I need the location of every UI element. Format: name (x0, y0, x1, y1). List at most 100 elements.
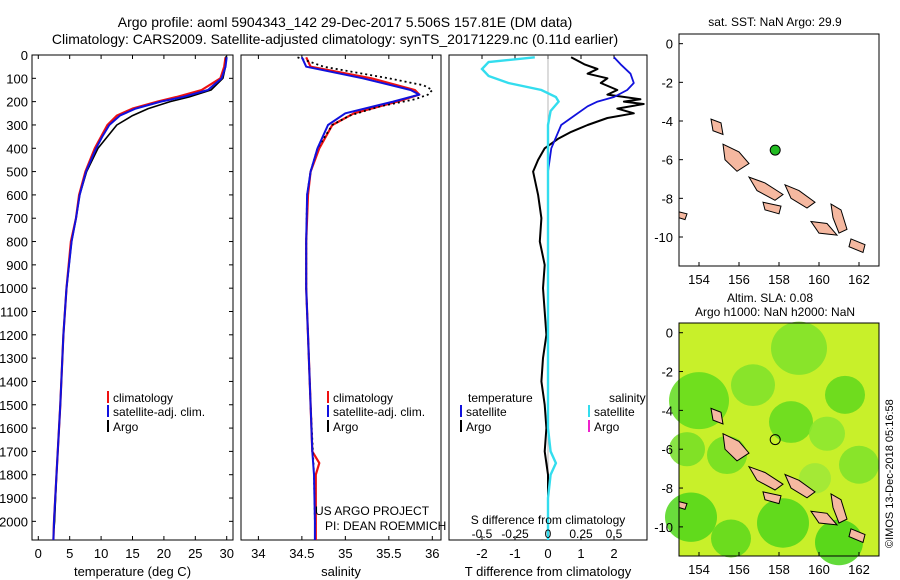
x-axis-label: temperature (deg C) (74, 564, 191, 579)
map-y-tick-label: -2 (661, 365, 673, 380)
x-tick-label: 5 (66, 546, 73, 561)
legend-argo: Argo (113, 420, 139, 434)
y-tick-label: 1700 (0, 444, 28, 459)
x-tick-label: -2 (476, 546, 488, 561)
map-x-tick-label: 160 (808, 272, 830, 287)
legend-t-argo: Argo (466, 420, 492, 434)
map-y-tick-label: -6 (661, 442, 673, 457)
y-tick-label: 2000 (0, 514, 28, 529)
y-tick-label: 100 (6, 71, 28, 86)
map-x-tick-label: 158 (768, 562, 790, 577)
x-tick-label: 15 (125, 546, 139, 561)
x-axis-label: salinity (321, 564, 361, 579)
map-y-tick-label: -8 (661, 191, 673, 206)
island-shape (830, 203, 848, 234)
legend-argo: Argo (333, 420, 359, 434)
map-x-tick-label: 162 (848, 272, 870, 287)
island-shape (809, 510, 839, 526)
y-tick-label: 1200 (0, 328, 28, 343)
island-shape (762, 201, 782, 215)
sst-map-panel: 154 156 158 160 162 0 -2 -4 -6 -8 -10 (654, 33, 880, 287)
sla-anomaly-patch (757, 498, 809, 548)
map-x-tick-label: 154 (688, 272, 710, 287)
sla-map-panel: 154 156 158 160 162 0 -2 -4 -6 -8 -10 (654, 321, 880, 577)
salinity-panel: 34 34.5 35 35.5 36 salinity climatologysatelli… (240, 54, 442, 579)
island-shape (830, 492, 848, 524)
map-y-tick-label: -8 (661, 481, 673, 496)
credit-line-1: US ARGO PROJECT (315, 504, 430, 518)
map-y-tick-label: -4 (661, 403, 673, 418)
sla-anomaly-patch (731, 364, 775, 407)
sla-anomaly-patch (769, 401, 813, 443)
sla-map-title-2: Argo h1000: NaN h2000: NaN (695, 305, 855, 319)
y-tick-label: 1400 (0, 374, 28, 389)
sla-anomaly-patch (815, 519, 863, 566)
sla-anomaly-patch (665, 492, 717, 542)
s-tick-label: -0.25 (501, 527, 529, 541)
x-tick-label: 34 (251, 546, 265, 561)
map-y-tick-label: -2 (661, 75, 673, 90)
y-tick-label: 1100 (0, 304, 28, 319)
float-marker (769, 434, 781, 446)
sla-anomaly-patch (825, 375, 865, 414)
watermark: ©IMOS 13-Dec-2018 05:16:58 (884, 399, 896, 548)
legend-climatology: climatology (113, 391, 173, 405)
island-shape (722, 432, 750, 462)
y-tick-label: 900 (6, 258, 28, 273)
island-shape (747, 465, 784, 491)
sla-anomaly-patch (809, 416, 845, 451)
sla-map-title-1: Altim. SLA: 0.08 (727, 291, 813, 305)
map-x-tick-label: 162 (848, 562, 870, 577)
x-tick-label: 35.5 (376, 546, 401, 561)
island-shape (784, 473, 816, 499)
sla-anomaly-patch (669, 432, 705, 467)
series-satellite (52, 57, 228, 541)
legend-satellite: satellite-adj. clim. (113, 405, 205, 419)
y-tick-label: 1000 (0, 281, 28, 296)
sla-anomaly-patch (771, 321, 827, 375)
credit-line-2: PI: DEAN ROEMMICH (325, 519, 446, 533)
s-tick-label: 0 (545, 527, 552, 541)
header-line2: Climatology: CARS2009. Satellite-adjuste… (52, 31, 618, 47)
map-y-tick-label: -6 (661, 153, 673, 168)
x-tick-label: 34.5 (289, 546, 314, 561)
island-shape (848, 238, 866, 254)
y-tick-label: 800 (6, 235, 28, 250)
float-marker (769, 144, 781, 156)
y-tick-label: 700 (6, 211, 28, 226)
map-y-tick-label: 0 (666, 326, 673, 341)
island-shape (710, 407, 724, 425)
sla-anomaly-patch (711, 519, 751, 558)
island-shape (747, 176, 784, 201)
x-tick-label: 2 (610, 546, 617, 561)
series-satellite (300, 56, 421, 540)
s-tick-label: -0.5 (472, 527, 493, 541)
map-x-tick-label: 156 (728, 272, 750, 287)
y-tick-label: 200 (6, 95, 28, 110)
plot-frame (31, 54, 234, 541)
x-tick-label: 36 (425, 546, 439, 561)
x-tick-label: 1 (577, 546, 584, 561)
y-tick-label: 1500 (0, 398, 28, 413)
y-tick-label: 400 (6, 141, 28, 156)
y-tick-label: 500 (6, 165, 28, 180)
x-tick-label: 30 (219, 546, 233, 561)
y-tick-label: 0 (21, 48, 28, 63)
legend-satellite: satellite-adj. clim. (333, 405, 425, 419)
island-shape (678, 211, 688, 221)
y-tick-label: 1900 (0, 491, 28, 506)
island-shape (762, 491, 782, 505)
x-tick-label: -1 (509, 546, 521, 561)
header-line1: Argo profile: aoml 5904343_142 29-Dec-20… (118, 14, 573, 30)
s-tick-label: 0.5 (606, 527, 623, 541)
x-tick-label: 35 (338, 546, 352, 561)
x-tick-label: 0 (35, 546, 42, 561)
sla-anomaly-patch (839, 445, 879, 484)
island-shape (722, 143, 750, 172)
x-tick-label: 0 (544, 546, 551, 561)
island-shape (784, 183, 816, 209)
x-axis-label: T difference from climatology (465, 564, 632, 579)
legend-climatology: climatology (333, 391, 393, 405)
sst-map-title: sat. SST: NaN Argo: 29.9 (708, 15, 842, 29)
